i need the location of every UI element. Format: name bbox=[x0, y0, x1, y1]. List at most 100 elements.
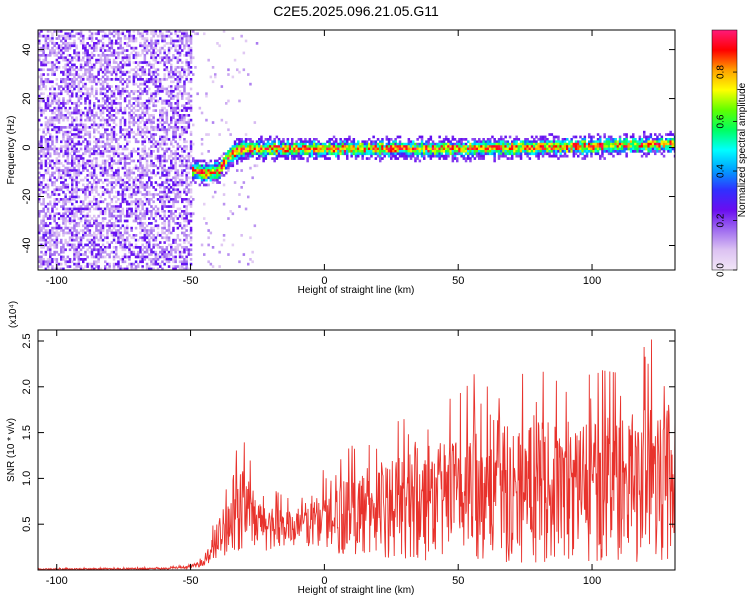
spectrogram-cell bbox=[156, 142, 160, 146]
spectrogram-cell bbox=[187, 118, 191, 122]
spectrogram-cell bbox=[66, 219, 70, 223]
spectrogram-cell bbox=[130, 116, 133, 120]
spectrogram-cell bbox=[60, 150, 63, 153]
spectrogram-cell bbox=[75, 238, 78, 242]
spectrogram-cell bbox=[337, 147, 340, 151]
spectrogram-cell bbox=[88, 30, 92, 33]
spectrogram-cell bbox=[121, 73, 125, 76]
spectrogram-cell bbox=[40, 226, 43, 230]
spectrogram-cell bbox=[218, 250, 221, 254]
spectrogram-cell bbox=[79, 42, 83, 45]
spectrogram-cell bbox=[156, 39, 160, 43]
spectrogram-cell bbox=[165, 56, 169, 60]
spectrogram-cell bbox=[57, 66, 61, 69]
spectrogram-cell bbox=[121, 51, 125, 55]
spectrogram-cell bbox=[143, 157, 147, 160]
spectrogram-cell bbox=[44, 54, 48, 57]
spectrogram-cell bbox=[73, 118, 76, 122]
spectrogram-cell bbox=[42, 63, 45, 67]
spectrogram-cell bbox=[77, 94, 81, 98]
spectrogram-cell bbox=[139, 82, 142, 86]
spectrogram-cell bbox=[121, 236, 125, 240]
spectrogram-cell bbox=[183, 217, 186, 220]
spectrogram-cell bbox=[55, 241, 59, 244]
spectrogram-cell bbox=[143, 186, 147, 189]
spectrogram-cell bbox=[156, 207, 160, 211]
spectrogram-cell bbox=[181, 198, 184, 201]
spectrogram-cell bbox=[302, 145, 305, 148]
spectrogram-cell bbox=[84, 207, 87, 211]
spectrogram-cell bbox=[332, 150, 336, 153]
spectrogram-cell bbox=[174, 260, 177, 264]
spectrogram-cell bbox=[137, 190, 140, 194]
spectrogram-cell bbox=[130, 250, 133, 254]
spectrogram-cell bbox=[209, 169, 213, 172]
spectrogram-cell bbox=[75, 176, 78, 180]
spectrogram-cell bbox=[66, 68, 70, 72]
spectrogram-cell bbox=[167, 186, 171, 189]
spectrogram-cell bbox=[123, 164, 127, 168]
spectrogram-cell bbox=[150, 229, 153, 232]
spectrogram-cell bbox=[438, 152, 441, 156]
spectrogram-cell bbox=[62, 200, 65, 204]
spectrogram-cell bbox=[86, 178, 89, 182]
spectrogram-cell bbox=[42, 226, 45, 230]
spectrogram-cell bbox=[66, 61, 70, 64]
spectrogram-cell bbox=[117, 54, 120, 57]
spectrogram-cell bbox=[401, 150, 404, 153]
spectrogram-cell bbox=[185, 58, 188, 62]
spectrogram-cell bbox=[62, 258, 65, 261]
spectrogram-cell bbox=[143, 54, 147, 57]
spectrogram-cell bbox=[121, 32, 125, 36]
spectrogram-cell bbox=[156, 166, 160, 170]
spectrogram-cell bbox=[64, 63, 67, 67]
spectrogram-cell bbox=[139, 217, 142, 220]
spectrogram-cell bbox=[108, 214, 111, 218]
spectrogram-cell bbox=[185, 258, 188, 261]
spectrogram-cell bbox=[60, 30, 63, 33]
spectrogram-cell bbox=[119, 42, 122, 45]
spectrogram-cell bbox=[165, 78, 169, 81]
spectrogram-cell bbox=[462, 154, 466, 158]
spectrogram-cell bbox=[163, 200, 166, 204]
spectrogram-cell bbox=[130, 253, 133, 256]
spectrogram-cell bbox=[66, 231, 70, 235]
spectrogram-cell bbox=[141, 130, 144, 134]
spectrogram-cell bbox=[121, 166, 125, 170]
spectrogram-cell bbox=[79, 114, 83, 117]
spectrogram-cell bbox=[167, 238, 171, 242]
spectrogram-cell bbox=[132, 54, 136, 57]
spectrogram-cell bbox=[310, 150, 314, 153]
spectrogram-cell bbox=[174, 44, 177, 48]
spectrogram-cell bbox=[187, 94, 191, 98]
spectrogram-cell bbox=[106, 121, 109, 124]
spectrogram-cell bbox=[64, 169, 67, 172]
spectrogram-cell bbox=[390, 145, 393, 148]
spectrogram-cell bbox=[62, 255, 65, 259]
spectrogram-cell bbox=[84, 126, 87, 129]
spectrogram-cell bbox=[97, 200, 100, 204]
spectrogram-cell bbox=[480, 147, 483, 151]
spectrogram-cell bbox=[119, 130, 122, 134]
spectrogram-cell bbox=[71, 238, 74, 242]
spectrogram-cell bbox=[438, 154, 441, 158]
spectrogram-cell bbox=[137, 174, 140, 177]
spectrogram-cell bbox=[51, 51, 54, 55]
spectrogram-cell bbox=[106, 188, 109, 192]
spectrogram-cell bbox=[130, 186, 133, 189]
spectrogram-cell bbox=[161, 109, 164, 112]
spectrogram-cell bbox=[409, 142, 413, 146]
spectrogram-cell bbox=[167, 94, 171, 98]
spectrogram-cell bbox=[90, 265, 94, 268]
spectrogram-cell bbox=[139, 231, 142, 235]
spectrogram-cell bbox=[62, 42, 65, 45]
spectrogram-cell bbox=[489, 145, 492, 148]
spectrogram-cell bbox=[119, 126, 122, 129]
spectrogram-cell bbox=[139, 154, 142, 158]
spectrogram-cell bbox=[143, 104, 147, 108]
spectrogram-cell bbox=[137, 214, 140, 218]
spectrogram-cell bbox=[324, 152, 327, 156]
spectrogram-cell bbox=[73, 234, 76, 237]
spectrogram-cell bbox=[128, 70, 131, 74]
spectrogram-cell bbox=[376, 138, 380, 141]
